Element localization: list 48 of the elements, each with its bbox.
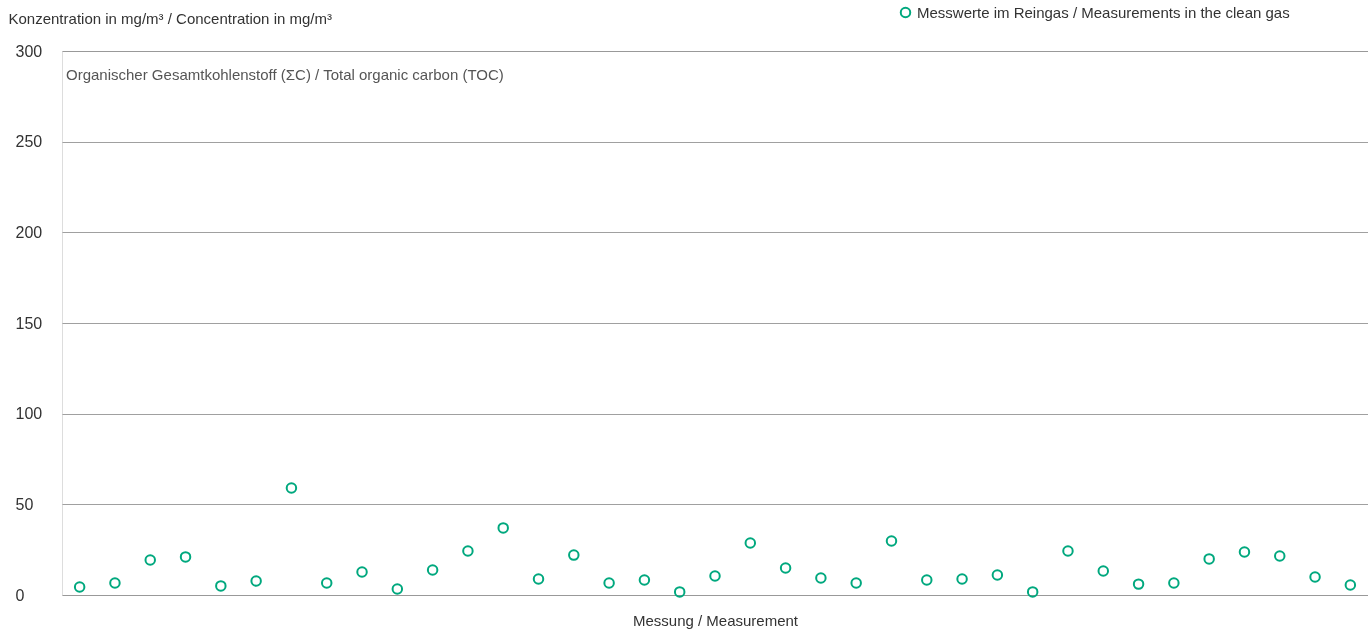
point: [391, 583, 404, 595]
point: [815, 572, 827, 584]
point: [1238, 546, 1251, 558]
text: Organischer Gesamtkohlenstoff (ΣC) / Total organic carbon (TOC): [66, 66, 504, 83]
point: [1097, 565, 1110, 577]
y-tick-label: 0: [15, 586, 25, 604]
y-tick-label: 200: [15, 223, 43, 241]
point: [144, 554, 156, 566]
point: [109, 577, 121, 589]
point: [250, 575, 262, 587]
point: [956, 573, 968, 585]
point: [1344, 579, 1357, 591]
point: [1026, 586, 1039, 598]
point: [709, 570, 721, 582]
point: [356, 566, 368, 578]
point: [603, 577, 615, 589]
point: [462, 545, 474, 557]
point: [991, 569, 1004, 581]
point: [1274, 550, 1286, 562]
point: [850, 577, 862, 589]
point: [320, 577, 333, 589]
point: [921, 574, 933, 586]
y-axis-title: Konzentration in mg/m³ / Concentration in mg/m³: [8, 9, 332, 27]
point: [1062, 545, 1074, 557]
point: [638, 574, 651, 586]
point: [744, 537, 757, 549]
point: [73, 581, 86, 593]
y-tick-label: 150: [15, 314, 43, 332]
point: [215, 580, 227, 592]
x-axis-title: Messung / Measurement: [632, 611, 799, 629]
y-tick-label: 300: [15, 42, 43, 60]
point: [1203, 553, 1215, 565]
point: [285, 482, 298, 494]
y-tick-label: 100: [15, 405, 43, 423]
y-tick-label: 50: [15, 495, 34, 513]
point: [532, 573, 545, 585]
point: [568, 549, 580, 561]
legend-label: Messwerte im Reingas / Measurements in the clean gas: [917, 3, 1290, 21]
point: [497, 522, 509, 534]
point: [673, 586, 686, 598]
point: [179, 551, 192, 563]
y-tick-label: 250: [15, 133, 43, 151]
point: [1132, 578, 1145, 590]
point: [426, 564, 439, 576]
point: [1309, 571, 1321, 583]
point: [885, 535, 898, 547]
point: [779, 562, 792, 574]
point: [1168, 577, 1180, 589]
